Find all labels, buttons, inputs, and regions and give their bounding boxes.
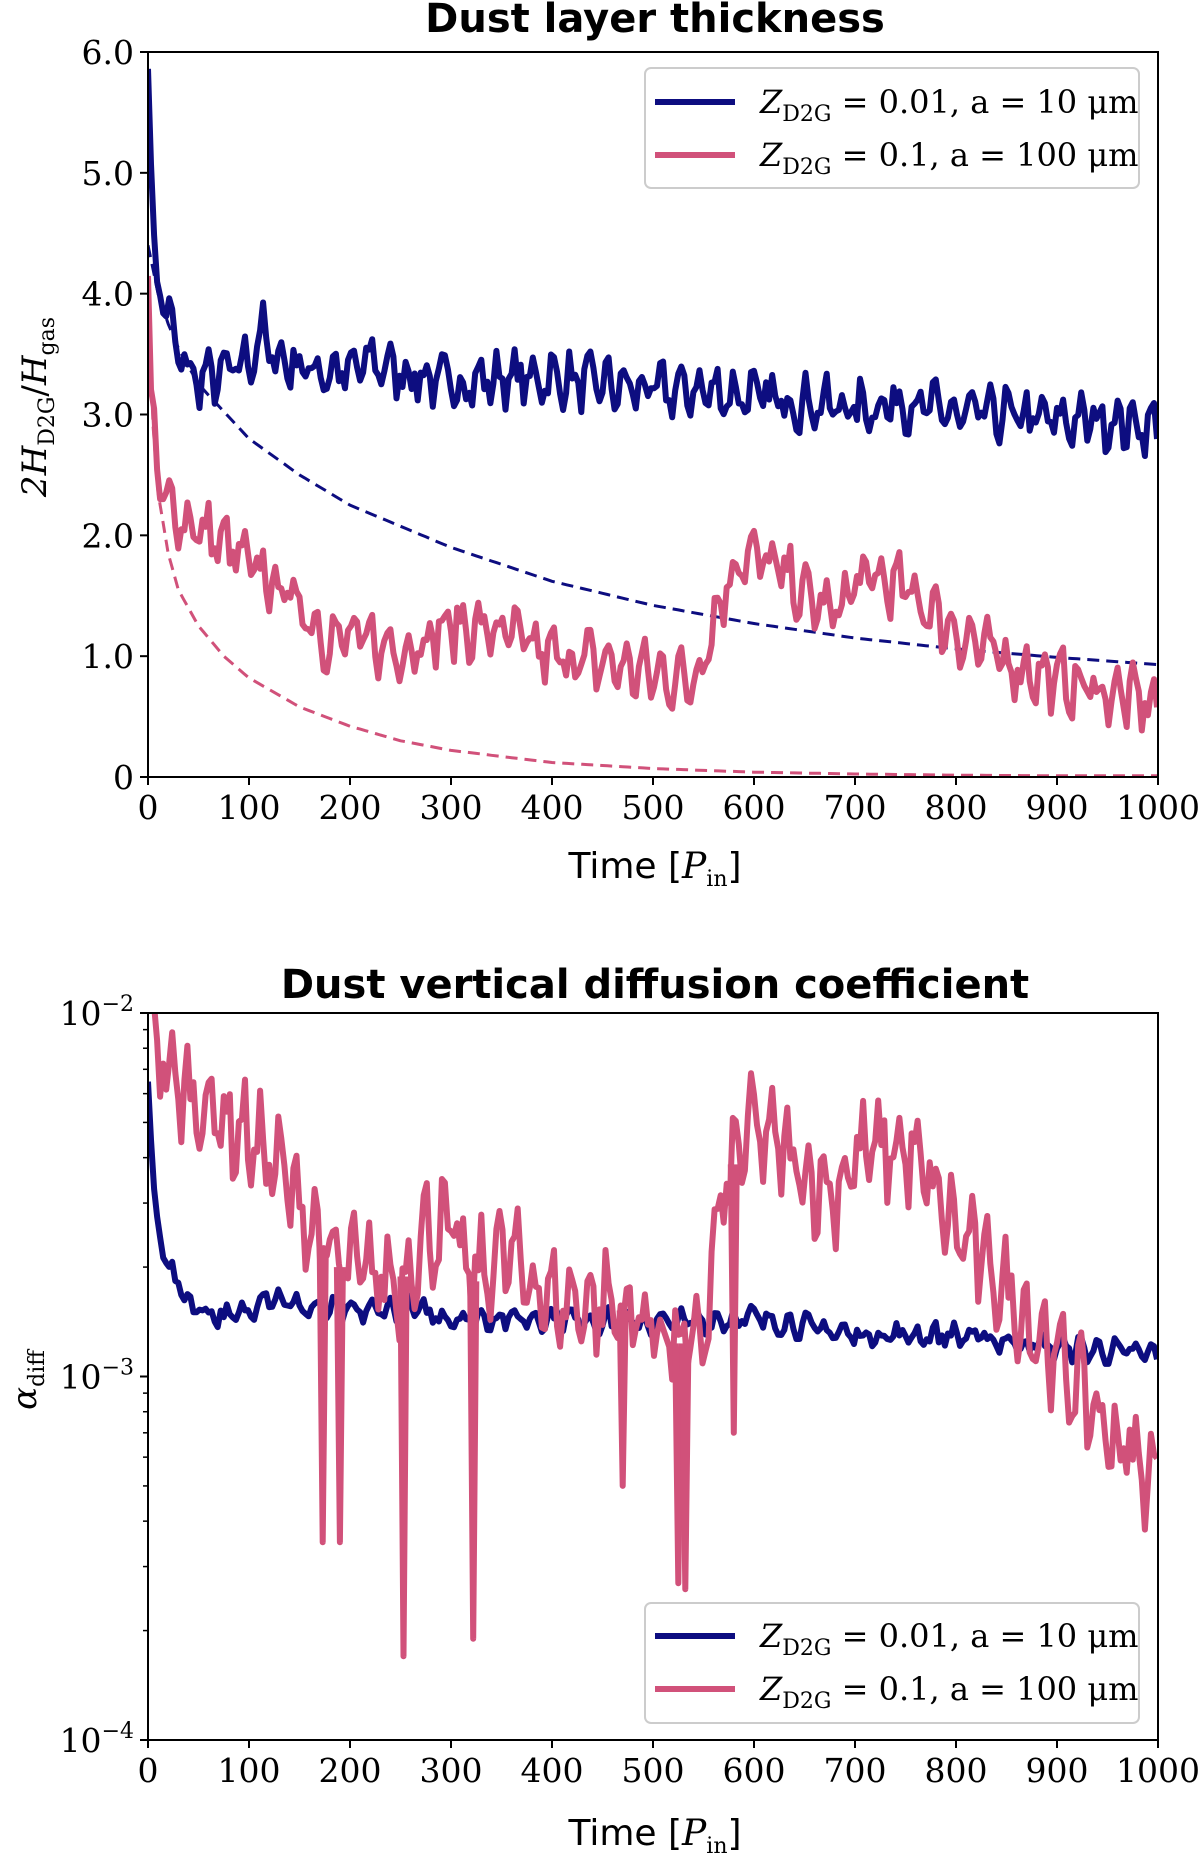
x-tick-label: 900 bbox=[1026, 788, 1089, 827]
legend-label: ZD2G = 0.01, a = 10 μm bbox=[759, 83, 1138, 127]
y-tick-label: 2.0 bbox=[82, 516, 134, 555]
y-tick-label: 0 bbox=[113, 758, 134, 797]
x-tick-label: 0 bbox=[138, 788, 159, 827]
legend: ZD2G = 0.01, a = 10 μm ZD2G = 0.1, a = 1… bbox=[644, 1602, 1140, 1724]
x-tick-label: 300 bbox=[420, 1751, 483, 1790]
x-tick-label: 800 bbox=[925, 788, 988, 827]
series-dip bbox=[616, 1310, 629, 1489]
x-tick-label: 800 bbox=[925, 1751, 988, 1790]
series-line bbox=[151, 1013, 1158, 1533]
y-axis-ticks: 10−2 10−3 10−4 bbox=[60, 992, 148, 1760]
y-tick-label: 10−2 bbox=[60, 992, 134, 1033]
y-tick-label: 4.0 bbox=[82, 275, 134, 314]
x-tick-label: 400 bbox=[521, 788, 584, 827]
legend-label: ZD2G = 0.01, a = 10 μm bbox=[759, 1617, 1138, 1661]
series-dip bbox=[679, 1347, 692, 1593]
legend-label: ZD2G = 0.1, a = 100 μm bbox=[759, 136, 1138, 180]
x-axis-label: Time [Pin] bbox=[567, 1813, 741, 1858]
y-tick-label: 6.0 bbox=[82, 33, 134, 72]
x-tick-label: 200 bbox=[319, 788, 382, 827]
chart-title: Dust layer thickness bbox=[425, 0, 885, 42]
legend-label: ZD2G = 0.1, a = 100 μm bbox=[759, 1670, 1138, 1714]
x-tick-label: 1000 bbox=[1116, 1751, 1200, 1790]
chart-title: Dust vertical diffusion coefficient bbox=[281, 962, 1029, 1008]
x-tick-label: 300 bbox=[420, 788, 483, 827]
x-tick-label: 500 bbox=[622, 1751, 685, 1790]
x-tick-label: 200 bbox=[319, 1751, 382, 1790]
y-axis-label: αdiff bbox=[5, 1349, 50, 1410]
x-tick-label: 700 bbox=[824, 1751, 887, 1790]
x-tick-label: 600 bbox=[723, 788, 786, 827]
series-line bbox=[148, 293, 1158, 777]
x-tick-label: 0 bbox=[138, 1751, 159, 1790]
x-tick-label: 100 bbox=[218, 1751, 281, 1790]
y-tick-label: 5.0 bbox=[82, 154, 134, 193]
series-dip bbox=[397, 1276, 410, 1660]
series-dip bbox=[727, 1164, 740, 1436]
series-line bbox=[148, 244, 1158, 667]
x-axis-ticks: 0 100 200 300 400 500 600 700 800 900 1000 bbox=[138, 1740, 1200, 1790]
series-dip bbox=[316, 1247, 329, 1546]
y-tick-label: 10−3 bbox=[60, 1356, 134, 1397]
x-axis-label: Time [Pin] bbox=[567, 846, 741, 892]
x-tick-label: 1000 bbox=[1116, 788, 1200, 827]
x-tick-label: 500 bbox=[622, 788, 685, 827]
y-tick-label: 3.0 bbox=[82, 396, 134, 435]
series-line bbox=[148, 275, 1158, 734]
x-axis-ticks: 0 100 200 300 400 500 600 700 800 900 1000 bbox=[138, 777, 1200, 827]
panel-diffusion: Dust vertical diffusion coefficient 10−2… bbox=[5, 962, 1200, 1858]
series-line bbox=[148, 68, 1158, 459]
y-axis-ticks: 0 1.0 2.0 3.0 4.0 5.0 6.0 bbox=[82, 33, 148, 797]
panel-thickness: Dust layer thickness 0 1.0 2.0 3.0 4.0 5.0 6.0… bbox=[15, 0, 1200, 892]
y-axis-label: 2HD2G/Hgas bbox=[15, 317, 60, 498]
y-tick-label: 10−4 bbox=[60, 1719, 134, 1760]
series-dip bbox=[467, 1281, 480, 1642]
x-tick-label: 400 bbox=[521, 1751, 584, 1790]
x-tick-label: 600 bbox=[723, 1751, 786, 1790]
x-tick-label: 900 bbox=[1026, 1751, 1089, 1790]
x-tick-label: 700 bbox=[824, 788, 887, 827]
y-tick-label: 1.0 bbox=[82, 637, 134, 676]
legend: ZD2G = 0.01, a = 10 μm ZD2G = 0.1, a = 1… bbox=[644, 67, 1140, 189]
x-tick-label: 100 bbox=[218, 788, 281, 827]
series-dip bbox=[333, 1267, 346, 1546]
